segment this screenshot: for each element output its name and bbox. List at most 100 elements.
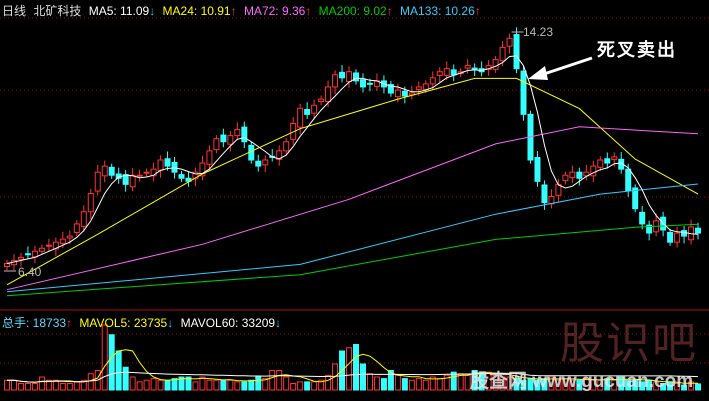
ma24-arrow-icon: ↑ (230, 4, 237, 18)
volume-bar-down (632, 379, 639, 391)
candle-up (332, 74, 339, 88)
candle-down (366, 82, 373, 85)
volume-bar-down (171, 378, 178, 391)
volume-bar-up (269, 370, 276, 391)
annotation-arrow-head (528, 66, 548, 80)
volume-bar-down (541, 378, 548, 391)
volume-bar-up (101, 324, 108, 391)
candle-down (471, 67, 478, 70)
volume-bar-down (520, 379, 527, 391)
candle-up (499, 46, 506, 62)
candle-up (59, 238, 66, 244)
volume-bar-up (492, 374, 499, 391)
volume-bar-up (66, 383, 73, 391)
volume-bar-up (548, 376, 555, 391)
candle-up (422, 83, 429, 90)
volume-bar-up (506, 376, 513, 391)
volume-bar-up (213, 379, 220, 391)
volume-bar-down (450, 371, 457, 391)
candle-up (506, 37, 513, 47)
candle-up (464, 65, 471, 69)
volume-bar-up (59, 383, 66, 391)
volume-bar-down (681, 384, 688, 391)
volume-bar-up (10, 379, 17, 391)
volume-bar-up (150, 378, 157, 391)
volume-bar-up (653, 381, 660, 391)
high-price-label: 14.23 (523, 25, 554, 39)
candle-up (4, 262, 10, 268)
volume-bar-down (534, 379, 541, 391)
volume-bar-down (618, 376, 625, 391)
candle-up (227, 135, 234, 145)
candle-down (520, 70, 527, 115)
candle-up (234, 129, 241, 137)
volume-bar-up (73, 381, 80, 391)
candle-up (17, 256, 24, 260)
candle-down (632, 187, 639, 210)
volume-bar-up (443, 374, 450, 391)
candle-up (129, 174, 136, 188)
volume-bar-up (290, 383, 297, 391)
mavol5-value: MAVOL5: 23735 (79, 316, 168, 330)
volume-bar-down (478, 371, 485, 391)
candle-down (646, 224, 653, 234)
volume-bar-up (366, 373, 373, 391)
volume-bar-up (311, 381, 318, 391)
volume-bar-up (276, 370, 283, 391)
ma133-arrow-icon: ↑ (474, 4, 481, 18)
mavol5-arrow-icon: ↓ (167, 316, 174, 330)
volume-bar-down (178, 376, 185, 391)
candle-down (359, 79, 366, 88)
mavol5-line (7, 349, 699, 384)
candle-down (178, 174, 185, 179)
ma72-arrow-icon: ↑ (305, 4, 312, 18)
candle-down (541, 184, 548, 204)
candle-up (199, 162, 206, 177)
volume-bar-up (206, 379, 213, 391)
candle-down (513, 34, 520, 70)
volume-bar-up (129, 376, 136, 391)
volume-bar-down (471, 370, 478, 391)
candle-up (52, 241, 59, 250)
stock-name: 北矿科技 (33, 4, 82, 18)
volume-bar-up (262, 378, 269, 391)
candle-up (80, 211, 87, 227)
candle-down (241, 126, 248, 143)
volume-bar-up (346, 347, 353, 391)
candle-up (429, 77, 436, 85)
candle-up (436, 71, 443, 76)
volume-bar-down (115, 350, 122, 391)
candle-up (346, 71, 353, 82)
volume-bar-down (248, 379, 255, 391)
volume-bar-up (199, 376, 206, 391)
volume-bar-up (297, 381, 304, 391)
candle-up (262, 159, 269, 166)
mavol60-arrow-icon: ↓ (275, 316, 282, 330)
candle-up (94, 171, 101, 192)
candle-down (401, 90, 408, 97)
volume-bar-up (283, 376, 290, 391)
ma200-value: MA200: 9.02 (318, 4, 387, 18)
candle-down (353, 72, 359, 82)
volume-bar-up (436, 378, 443, 391)
volume-bar-up (80, 379, 87, 391)
mavol60-line (7, 371, 699, 383)
candle-down (387, 84, 394, 94)
watermark-site: 股查网 www.gucuan.com (470, 371, 694, 392)
candle-down (450, 69, 457, 76)
ma5-arrow-icon: ↓ (149, 4, 156, 18)
candle-down (164, 158, 171, 167)
volume-bar-up (422, 379, 429, 391)
candle-up (325, 86, 332, 103)
volume-bar-up (429, 376, 436, 391)
volume-bar-up (485, 371, 492, 391)
ma-line-ma24 (6, 77, 699, 286)
volume-bar-up (143, 379, 150, 391)
volume-bar-up (394, 374, 401, 391)
period-label: 日线 (2, 4, 27, 18)
volume-bar-up (24, 383, 31, 391)
candle-up (290, 122, 297, 140)
volume-bar-up (373, 376, 380, 391)
ma-line-ma72 (6, 126, 699, 291)
